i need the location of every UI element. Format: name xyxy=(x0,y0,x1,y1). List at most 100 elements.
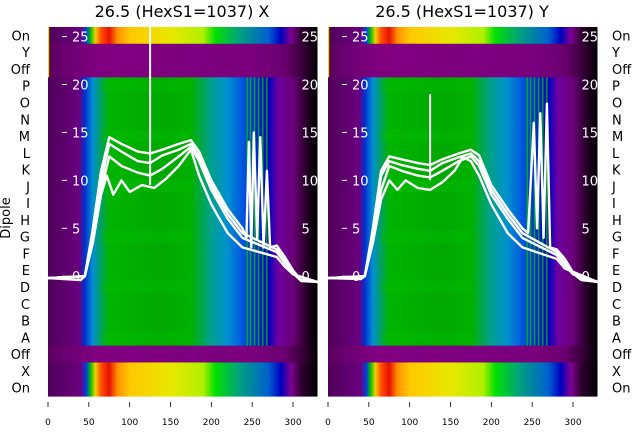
row-label: C xyxy=(612,298,621,313)
overlay-y-tick-label: 5 xyxy=(72,222,80,237)
heatmap-stripe xyxy=(529,77,532,346)
heatmap-row xyxy=(328,379,598,397)
heatmap-row xyxy=(328,43,598,62)
overlay-y-tick-label-right: 20 xyxy=(582,79,599,94)
overlay-y-tick-label-right: 10 xyxy=(582,174,599,189)
series-line-s2 xyxy=(327,152,598,284)
row-label: B xyxy=(612,315,621,330)
row-label: A xyxy=(21,331,30,346)
row-label: Y xyxy=(21,46,30,61)
row-label: O xyxy=(20,96,30,111)
row-label: X xyxy=(21,365,30,380)
row-label: P xyxy=(22,80,30,95)
heatmap-stripe xyxy=(266,77,268,346)
overlay-y-tick-label-right: 5 xyxy=(302,222,310,237)
row-label: M xyxy=(612,130,623,145)
x-tick-label: 100 xyxy=(121,418,138,428)
row-label: Off xyxy=(11,63,31,78)
heatmap-cell-band xyxy=(381,280,471,294)
series-line-s3 xyxy=(47,145,318,284)
row-label: M xyxy=(19,130,30,145)
row-label: O xyxy=(612,96,622,111)
row-label: E xyxy=(22,264,30,279)
heatmap-row xyxy=(328,312,598,330)
series-line-s1 xyxy=(327,102,598,284)
overlay-y-tick-label: 15 xyxy=(72,126,89,141)
row-label: K xyxy=(612,164,621,179)
row-label: L xyxy=(23,147,31,162)
overlay-y-tick-label-right: 25 xyxy=(582,31,599,46)
heatmap-cell-band xyxy=(101,129,191,143)
overlay-y-tick-label-right: 20 xyxy=(302,79,319,94)
overlay-y-tick-label: 10 xyxy=(352,174,369,189)
row-label: P xyxy=(612,80,620,95)
y-axis-label: Dipole xyxy=(0,197,14,238)
row-label: C xyxy=(21,298,30,313)
heatmap-row xyxy=(48,94,318,112)
overlay-y-tick-label-right: 25 xyxy=(302,31,319,46)
heatmap-cell-band xyxy=(101,330,191,344)
heatmap-edge xyxy=(328,27,330,78)
row-label: F xyxy=(23,247,30,262)
heatmap-row xyxy=(328,94,598,112)
row-label: Off xyxy=(612,348,632,363)
x-tick-label: 250 xyxy=(524,418,541,428)
chart-title-y: 26.5 (HexS1=1037) Y xyxy=(375,2,549,21)
x-tick-label: 0 xyxy=(325,418,331,428)
x-tick-label: 300 xyxy=(564,418,581,428)
row-label: On xyxy=(612,29,630,44)
row-label: G xyxy=(612,231,622,246)
row-label: X xyxy=(612,365,621,380)
row-label: Y xyxy=(611,46,620,61)
heatmap-cell-band xyxy=(381,230,471,244)
row-label: N xyxy=(612,113,622,128)
series-line-s3 xyxy=(327,155,598,284)
overlay-y-tick-label: 10 xyxy=(72,174,89,189)
heatmap-row xyxy=(48,345,318,364)
row-label: On xyxy=(12,29,30,44)
heatmap-row xyxy=(48,362,318,380)
series-line-s4 xyxy=(327,156,598,284)
heatmap-row xyxy=(48,295,318,313)
row-label: E xyxy=(612,264,620,279)
overlay-y-tick-label: 25 xyxy=(352,31,369,46)
row-label: Off xyxy=(612,63,632,78)
row-label: H xyxy=(20,214,30,229)
heatmap-stripe xyxy=(533,77,536,346)
overlay-y-tick-label-right: 15 xyxy=(302,126,319,141)
heatmap-row xyxy=(328,345,598,364)
heatmap-row xyxy=(48,194,318,213)
row-label: H xyxy=(612,214,622,229)
x-tick-label: 150 xyxy=(442,418,459,428)
heatmap-cell-band xyxy=(101,280,191,294)
heatmap-row xyxy=(48,43,318,62)
x-tick-label: 100 xyxy=(401,418,418,428)
heatmap-cell-band xyxy=(381,330,471,344)
x-tick-label: 150 xyxy=(162,418,179,428)
row-label: On xyxy=(612,382,630,397)
row-label: Off xyxy=(11,348,31,363)
x-tick-label: 50 xyxy=(363,418,375,428)
overlay-y-tick-label: 5 xyxy=(352,222,360,237)
heatmap-row xyxy=(328,211,598,229)
x-tick-label: 200 xyxy=(203,418,220,428)
overlay-y-tick-label: 20 xyxy=(72,79,89,94)
heatmap-row xyxy=(48,27,318,45)
row-label: J xyxy=(25,180,30,195)
overlay-y-tick-label-right: 5 xyxy=(582,222,590,237)
row-label: L xyxy=(612,147,620,162)
heatmap-row xyxy=(48,211,318,229)
x-tick-label: 0 xyxy=(45,418,51,428)
heatmap-cell-band xyxy=(381,129,471,143)
heatmap-cell-band xyxy=(101,79,191,93)
heatmap-row xyxy=(328,60,598,78)
overlay-y-tick-label-right: 15 xyxy=(582,126,599,141)
chart-title-x: 26.5 (HexS1=1037) X xyxy=(95,2,270,21)
series-line-s4 xyxy=(47,148,318,284)
row-label: G xyxy=(20,231,30,246)
x-tick-label: 300 xyxy=(284,418,301,428)
row-label: I xyxy=(612,197,616,212)
